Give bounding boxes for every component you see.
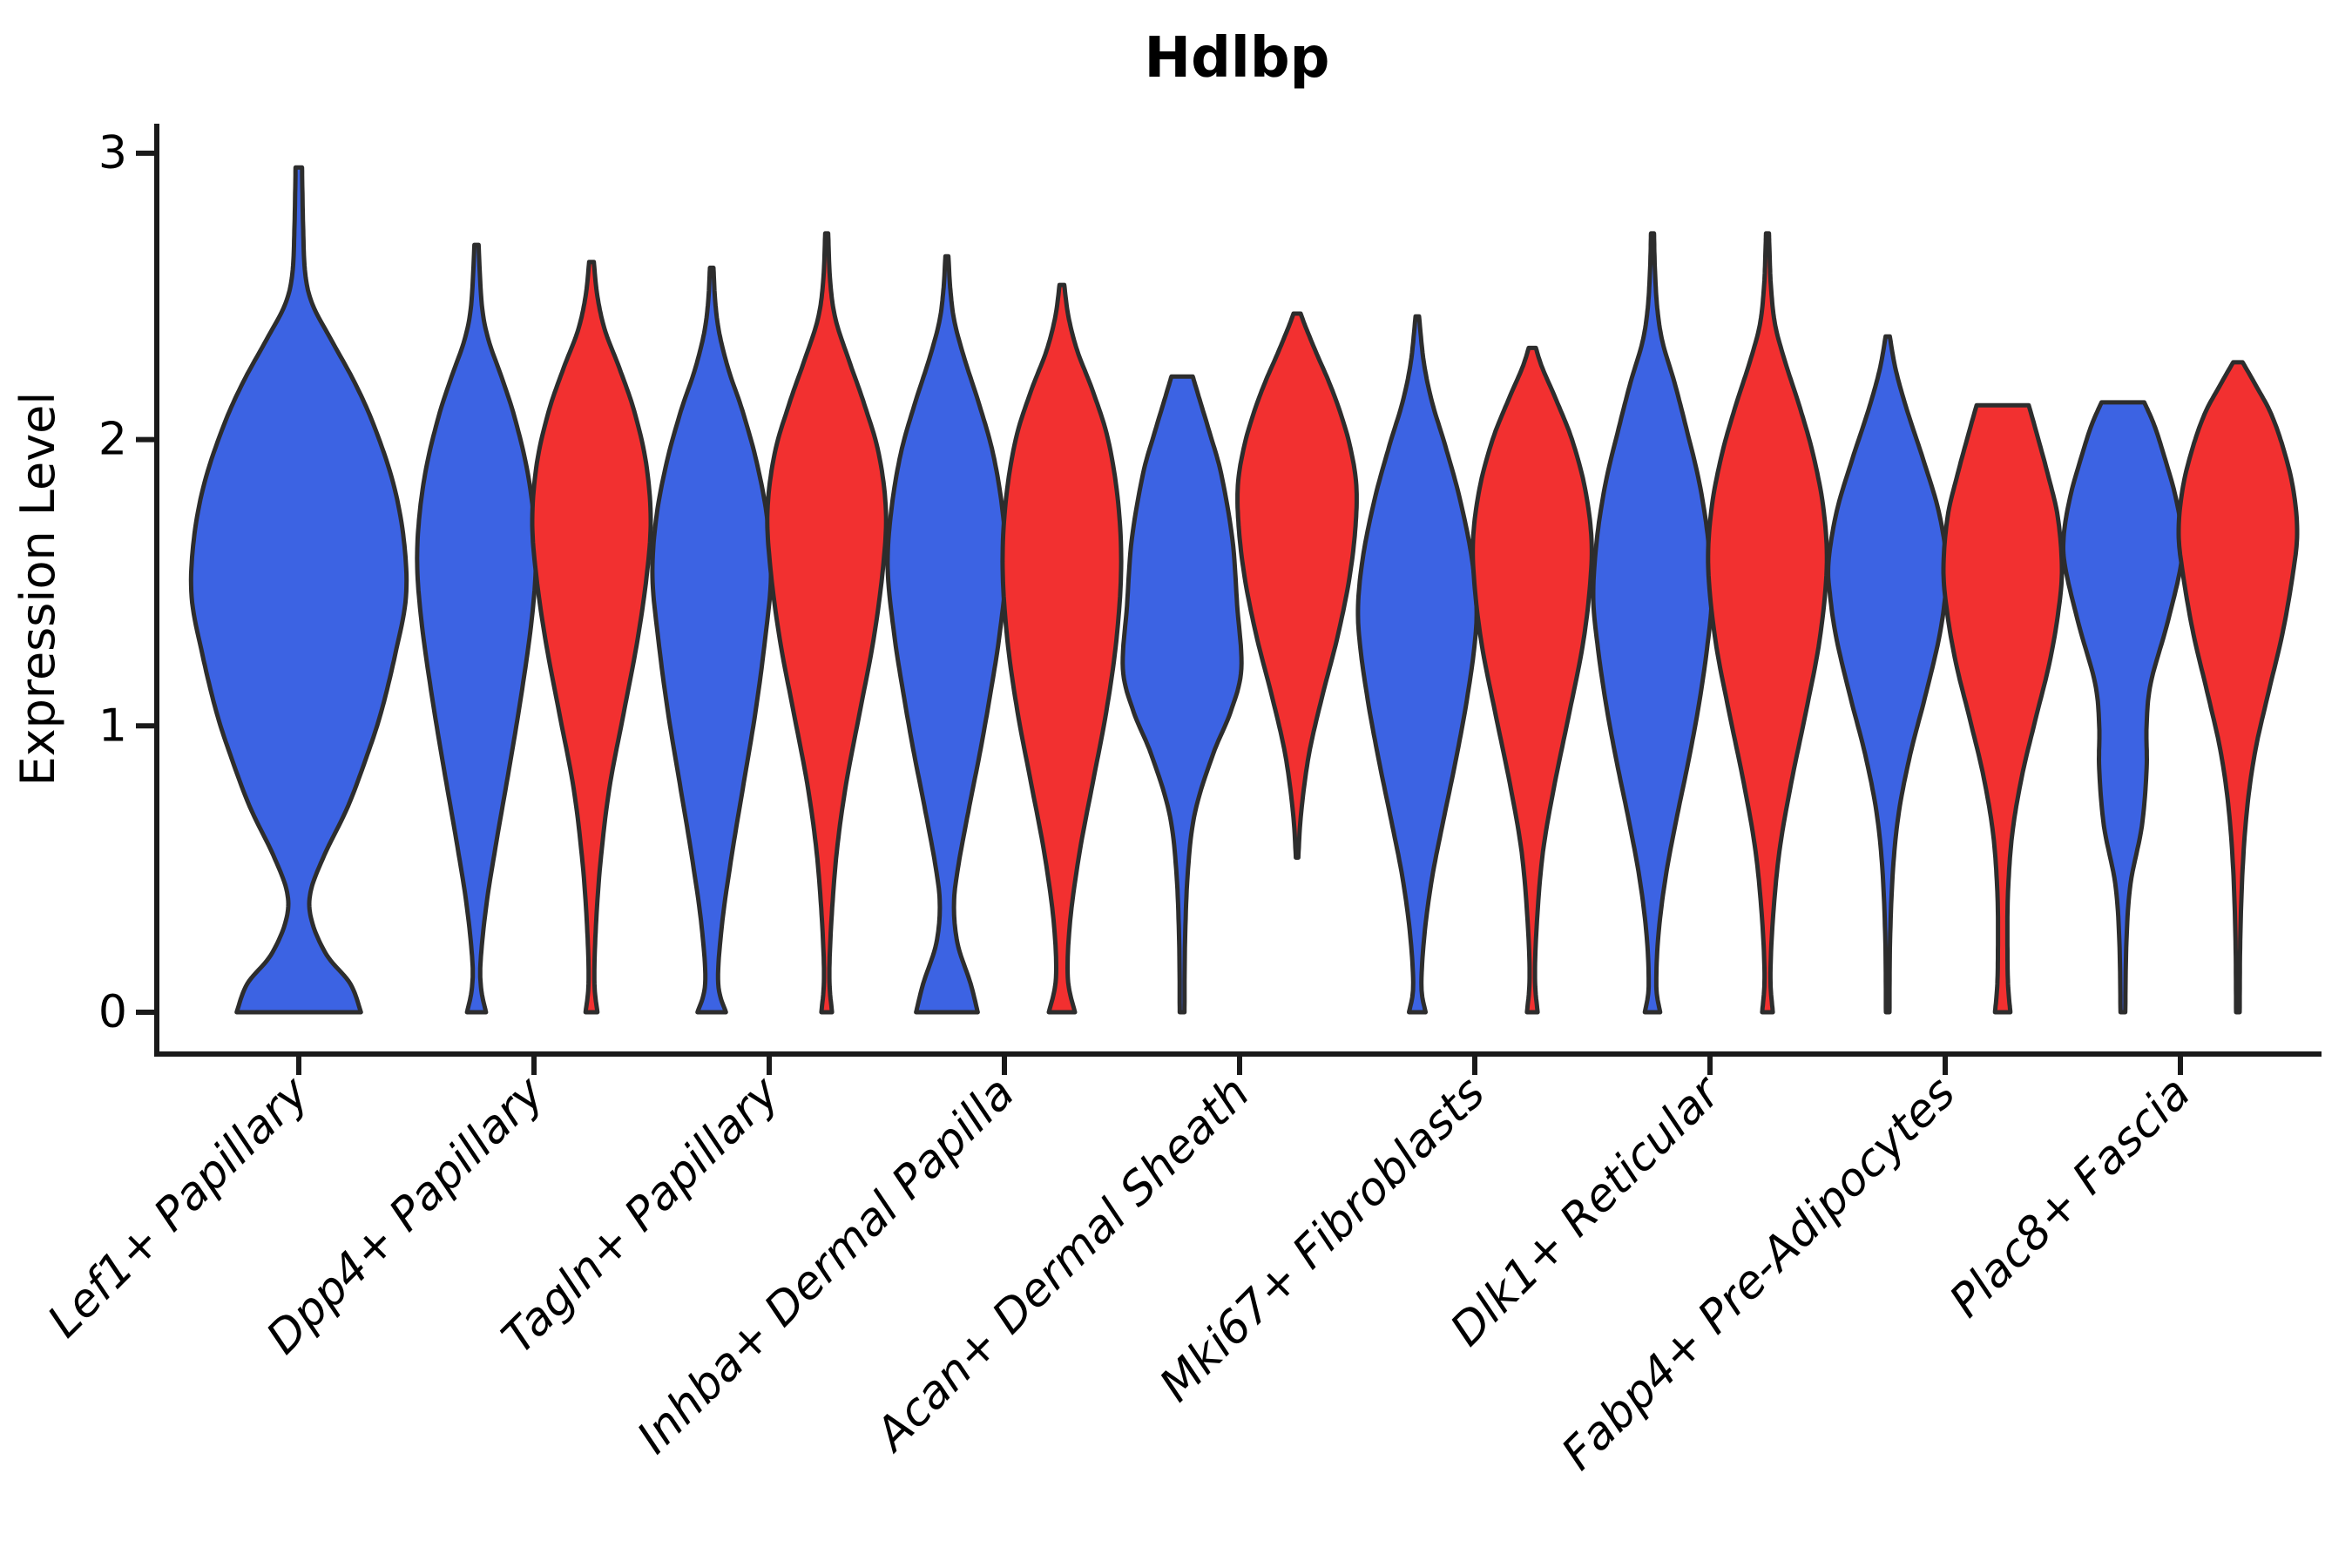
violin-mki67-fibroblasts-red	[1470, 345, 1594, 1015]
violin-inhba-dermal-papilla-red	[1000, 282, 1124, 1015]
y-tick-label-0: 0	[98, 986, 127, 1038]
y-tick-label-2: 2	[98, 414, 127, 466]
x-tick-label-8: Plac8+ Fascia	[1940, 1067, 2200, 1328]
violin-acan-dermal-sheath-red	[1235, 311, 1359, 860]
violin-dlk1-reticular-blue	[1591, 231, 1714, 1015]
x-tick-label-7: Fabp4+ Pre-Adipocytes	[1552, 1067, 1966, 1481]
violin-inhba-dermal-papilla-blue	[885, 253, 1009, 1015]
violin-plac8-fascia-red	[2176, 360, 2300, 1015]
y-axis-label: Expression Level	[10, 392, 65, 787]
violin-dpp4-papillary-blue	[415, 242, 538, 1015]
x-tick-label-3: Inhba+ Dermal Papilla	[627, 1067, 1024, 1464]
violin-plac8-fascia-blue	[2061, 400, 2185, 1015]
violin-dlk1-reticular-red	[1706, 231, 1829, 1015]
violin-lef1-papillary-blue	[188, 165, 409, 1015]
violin-tagln-papillary-blue	[650, 265, 774, 1015]
violin-mki67-fibroblasts-blue	[1355, 314, 1479, 1015]
violin-acan-dermal-sheath-blue	[1120, 374, 1244, 1015]
violin-dpp4-papillary-red	[530, 260, 653, 1015]
violin-fabp4-pre-adipocytes-blue	[1826, 334, 1950, 1015]
y-tick-label-1: 1	[98, 700, 127, 752]
x-tick-label-4: Acan+ Dermal Sheath	[864, 1067, 1260, 1463]
violin-tagln-papillary-red	[765, 231, 889, 1015]
y-tick-label-3: 3	[98, 127, 127, 179]
chart-title: Hdlbp	[1145, 26, 1330, 91]
violins	[188, 165, 2300, 1015]
violin-fabp4-pre-adipocytes-red	[1941, 402, 2065, 1015]
